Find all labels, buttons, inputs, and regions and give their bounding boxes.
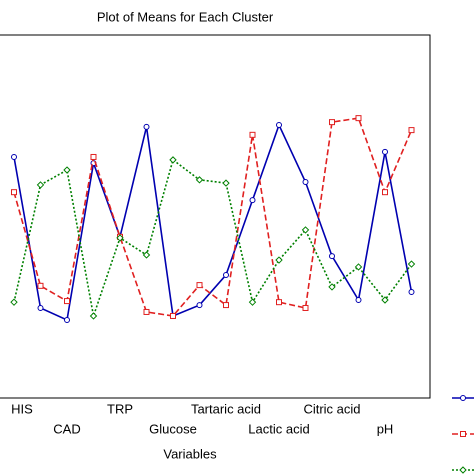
point [195,176,204,184]
point [37,282,44,289]
point [355,115,362,122]
x-tick-label: Citric acid [303,401,360,416]
point [10,298,18,306]
chart-title: Plot of Means for Each Cluster [97,9,274,24]
point [143,123,150,130]
point [223,271,229,278]
point [328,283,336,291]
point [222,179,230,187]
x-tick-label: Lactic acid [248,421,309,436]
point [36,181,45,189]
point [64,316,70,323]
point [408,127,415,134]
point [143,308,150,315]
point [11,153,17,160]
legend-marker [459,466,467,474]
point [301,226,310,234]
point [170,312,176,319]
point [90,153,97,160]
x-tick-label: TRP [107,401,133,416]
x-tick-label: Glucose [149,421,197,436]
point [354,263,363,271]
point [382,148,388,155]
legend-marker [460,431,466,437]
point [248,298,257,306]
point [407,260,416,268]
x-tick-label: pH [377,421,394,436]
series-line [13,117,413,317]
point [249,131,256,138]
x-tick-label: HIS [11,401,33,416]
point [381,296,389,304]
point [355,296,362,303]
x-axis-label: Variables [163,446,217,461]
point [302,304,309,311]
point [142,251,151,259]
point [64,298,70,305]
point [408,289,415,296]
point [382,189,388,196]
point [329,119,335,126]
point [11,189,17,196]
point [116,234,124,242]
point [223,302,229,309]
x-tick-label: CAD [53,421,80,436]
point [302,179,309,186]
legend-marker [460,395,466,401]
point [329,253,335,260]
point [276,122,282,129]
x-tick-label: Tartaric acid [191,401,261,416]
point [63,166,71,174]
point [276,299,282,306]
plot-frame [0,34,431,399]
point [89,312,98,320]
point [249,197,256,204]
series-line [13,158,413,320]
point [37,304,44,311]
point [196,302,203,309]
series-line [13,122,413,322]
point [275,256,283,264]
point [169,156,177,164]
point [196,282,203,289]
